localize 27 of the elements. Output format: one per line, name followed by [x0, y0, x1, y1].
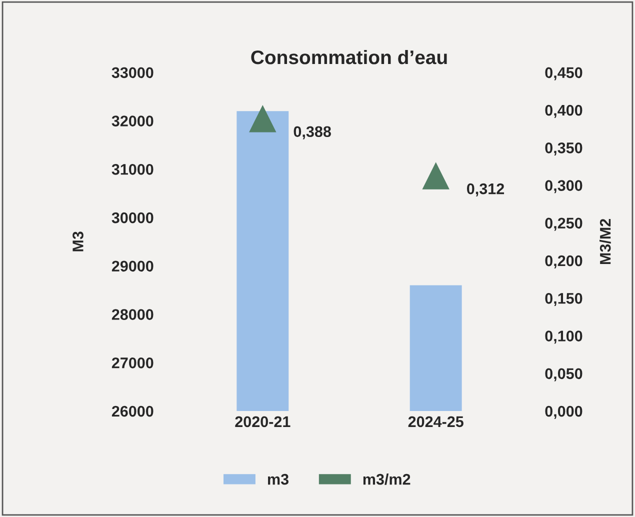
legend-label: m3/m2: [363, 474, 410, 485]
y2-axis-title: M3/M2: [600, 218, 611, 264]
y-tick-label: 28000: [112, 309, 154, 320]
y-tick-label: 27000: [112, 358, 154, 368]
y-tick-label: 33000: [112, 67, 154, 78]
y2-tick-label: 0,400: [545, 104, 582, 118]
y-tick-label: 29000: [112, 260, 154, 272]
y2-tick-label: 0,350: [545, 142, 582, 156]
y-tick-label: 30000: [112, 212, 154, 224]
x-tick-label: 2020-21: [235, 416, 290, 428]
legend-label: m3: [268, 474, 289, 485]
y-tick-label: 26000: [112, 406, 154, 417]
data-label: 0,312: [467, 183, 504, 196]
data-label: 0,388: [294, 126, 331, 140]
y2-tick-label: 0,250: [545, 218, 582, 231]
y-tick-label: 31000: [112, 164, 154, 175]
y-axis-title: M3: [72, 232, 84, 252]
chart-title: Consommation d’eau: [251, 50, 447, 64]
x-tick-label: 2024-25: [408, 416, 464, 428]
y2-tick-label: 0,000: [545, 406, 582, 419]
y2-tick-label: 0,450: [545, 67, 582, 80]
y2-tick-label: 0,100: [545, 330, 582, 344]
y2-tick-label: 0,300: [545, 180, 582, 194]
y2-tick-label: 0,200: [545, 255, 582, 268]
y2-tick-label: 0,050: [545, 368, 582, 382]
y-tick-label: 32000: [112, 116, 154, 126]
y2-tick-label: 0,150: [545, 293, 582, 306]
